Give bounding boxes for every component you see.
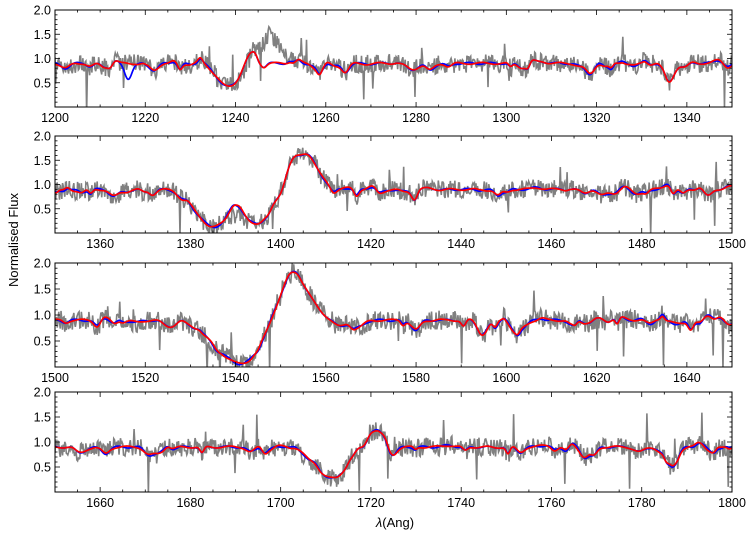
x-tick-label: 1580 <box>402 371 430 385</box>
x-tick-label: 1400 <box>267 237 295 251</box>
x-tick-label: 1200 <box>41 111 69 125</box>
observed-spectrum-line <box>55 412 732 492</box>
y-tick-label: 0.5 <box>34 461 51 475</box>
y-tick-label: 0.5 <box>34 335 51 349</box>
y-tick-label: 1.0 <box>34 436 51 450</box>
y-axis-label: Normalised Flux <box>6 193 21 287</box>
observed-spectrum-line <box>55 24 732 107</box>
panel-3-series <box>55 263 732 367</box>
x-tick-label: 1460 <box>538 237 566 251</box>
x-tick-label: 1700 <box>267 496 295 510</box>
model-red-line <box>55 430 732 479</box>
x-tick-label: 1640 <box>673 371 701 385</box>
y-tick-label: 1.5 <box>34 411 51 425</box>
x-tick-label: 1800 <box>718 496 746 510</box>
x-tick-label: 1560 <box>312 371 340 385</box>
x-axis-label-unit: (Ang) <box>382 515 414 530</box>
x-tick-label: 1380 <box>176 237 204 251</box>
x-tick-label: 1540 <box>222 371 250 385</box>
observed-spectrum-line <box>55 147 732 233</box>
panel-1-frame <box>54 9 733 108</box>
x-tick-label: 1420 <box>357 237 385 251</box>
x-axis-label: λ(Ang) <box>375 515 414 530</box>
x-tick-label: 1740 <box>447 496 475 510</box>
y-tick-label: 1.5 <box>34 283 51 297</box>
panel-2: 1360 1380 1400 1420 1440 1460 1480 1500 0.5 1.0 1.… <box>34 130 746 252</box>
y-tick-label: 1.5 <box>34 28 51 42</box>
x-tick-label: 1720 <box>357 496 385 510</box>
model-red-line <box>55 271 732 365</box>
x-tick-label: 1280 <box>402 111 430 125</box>
y-tick-label: 0.5 <box>34 76 51 90</box>
x-tick-label: 1220 <box>131 111 159 125</box>
panel-1: 1200 1220 1240 1260 1280 1300 1320 1340 0.5 1.0 1.… <box>34 4 733 125</box>
x-tick-label: 1500 <box>41 371 69 385</box>
panel-3: 1500 1520 1540 1560 1580 1600 1620 1640 0.5 1.0 1.… <box>34 257 733 385</box>
y-tick-label: 1.0 <box>34 309 51 323</box>
y-tick-label: 1.0 <box>34 52 51 66</box>
x-tick-label: 1320 <box>583 111 611 125</box>
x-tick-label: 1260 <box>312 111 340 125</box>
panel-1-series <box>55 24 732 107</box>
y-tick-label: 2.0 <box>34 257 51 271</box>
x-tick-label: 1500 <box>718 237 746 251</box>
y-tick-label: 0.5 <box>34 202 51 216</box>
y-tick-label: 2.0 <box>34 386 51 400</box>
x-tick-label: 1360 <box>86 237 114 251</box>
panel-2-frame <box>54 135 733 234</box>
model-red-line <box>55 153 732 228</box>
x-tick-label: 1680 <box>176 496 204 510</box>
x-tick-label: 1440 <box>447 237 475 251</box>
model-red-line <box>55 50 732 87</box>
x-tick-label: 1780 <box>628 496 656 510</box>
panel-2-series <box>55 147 732 233</box>
x-tick-label: 1240 <box>222 111 250 125</box>
y-tick-label: 1.5 <box>34 154 51 168</box>
x-axis-label-symbol: λ <box>375 515 382 530</box>
x-tick-label: 1660 <box>86 496 114 510</box>
x-tick-label: 1300 <box>492 111 520 125</box>
observed-spectrum-line <box>55 263 732 367</box>
y-tick-label: 2.0 <box>34 130 51 144</box>
x-tick-label: 1620 <box>583 371 611 385</box>
panel-4: 1660 1680 1700 1720 1740 1760 1780 1800 0.5 1.0 1.… <box>34 386 746 511</box>
x-tick-label: 1340 <box>673 111 701 125</box>
y-tick-label: 2.0 <box>34 4 51 18</box>
panel-4-series <box>55 412 732 492</box>
x-tick-label: 1480 <box>628 237 656 251</box>
x-tick-label: 1760 <box>538 496 566 510</box>
y-tick-label: 1.0 <box>34 178 51 192</box>
x-tick-label: 1600 <box>492 371 520 385</box>
x-tick-label: 1520 <box>131 371 159 385</box>
